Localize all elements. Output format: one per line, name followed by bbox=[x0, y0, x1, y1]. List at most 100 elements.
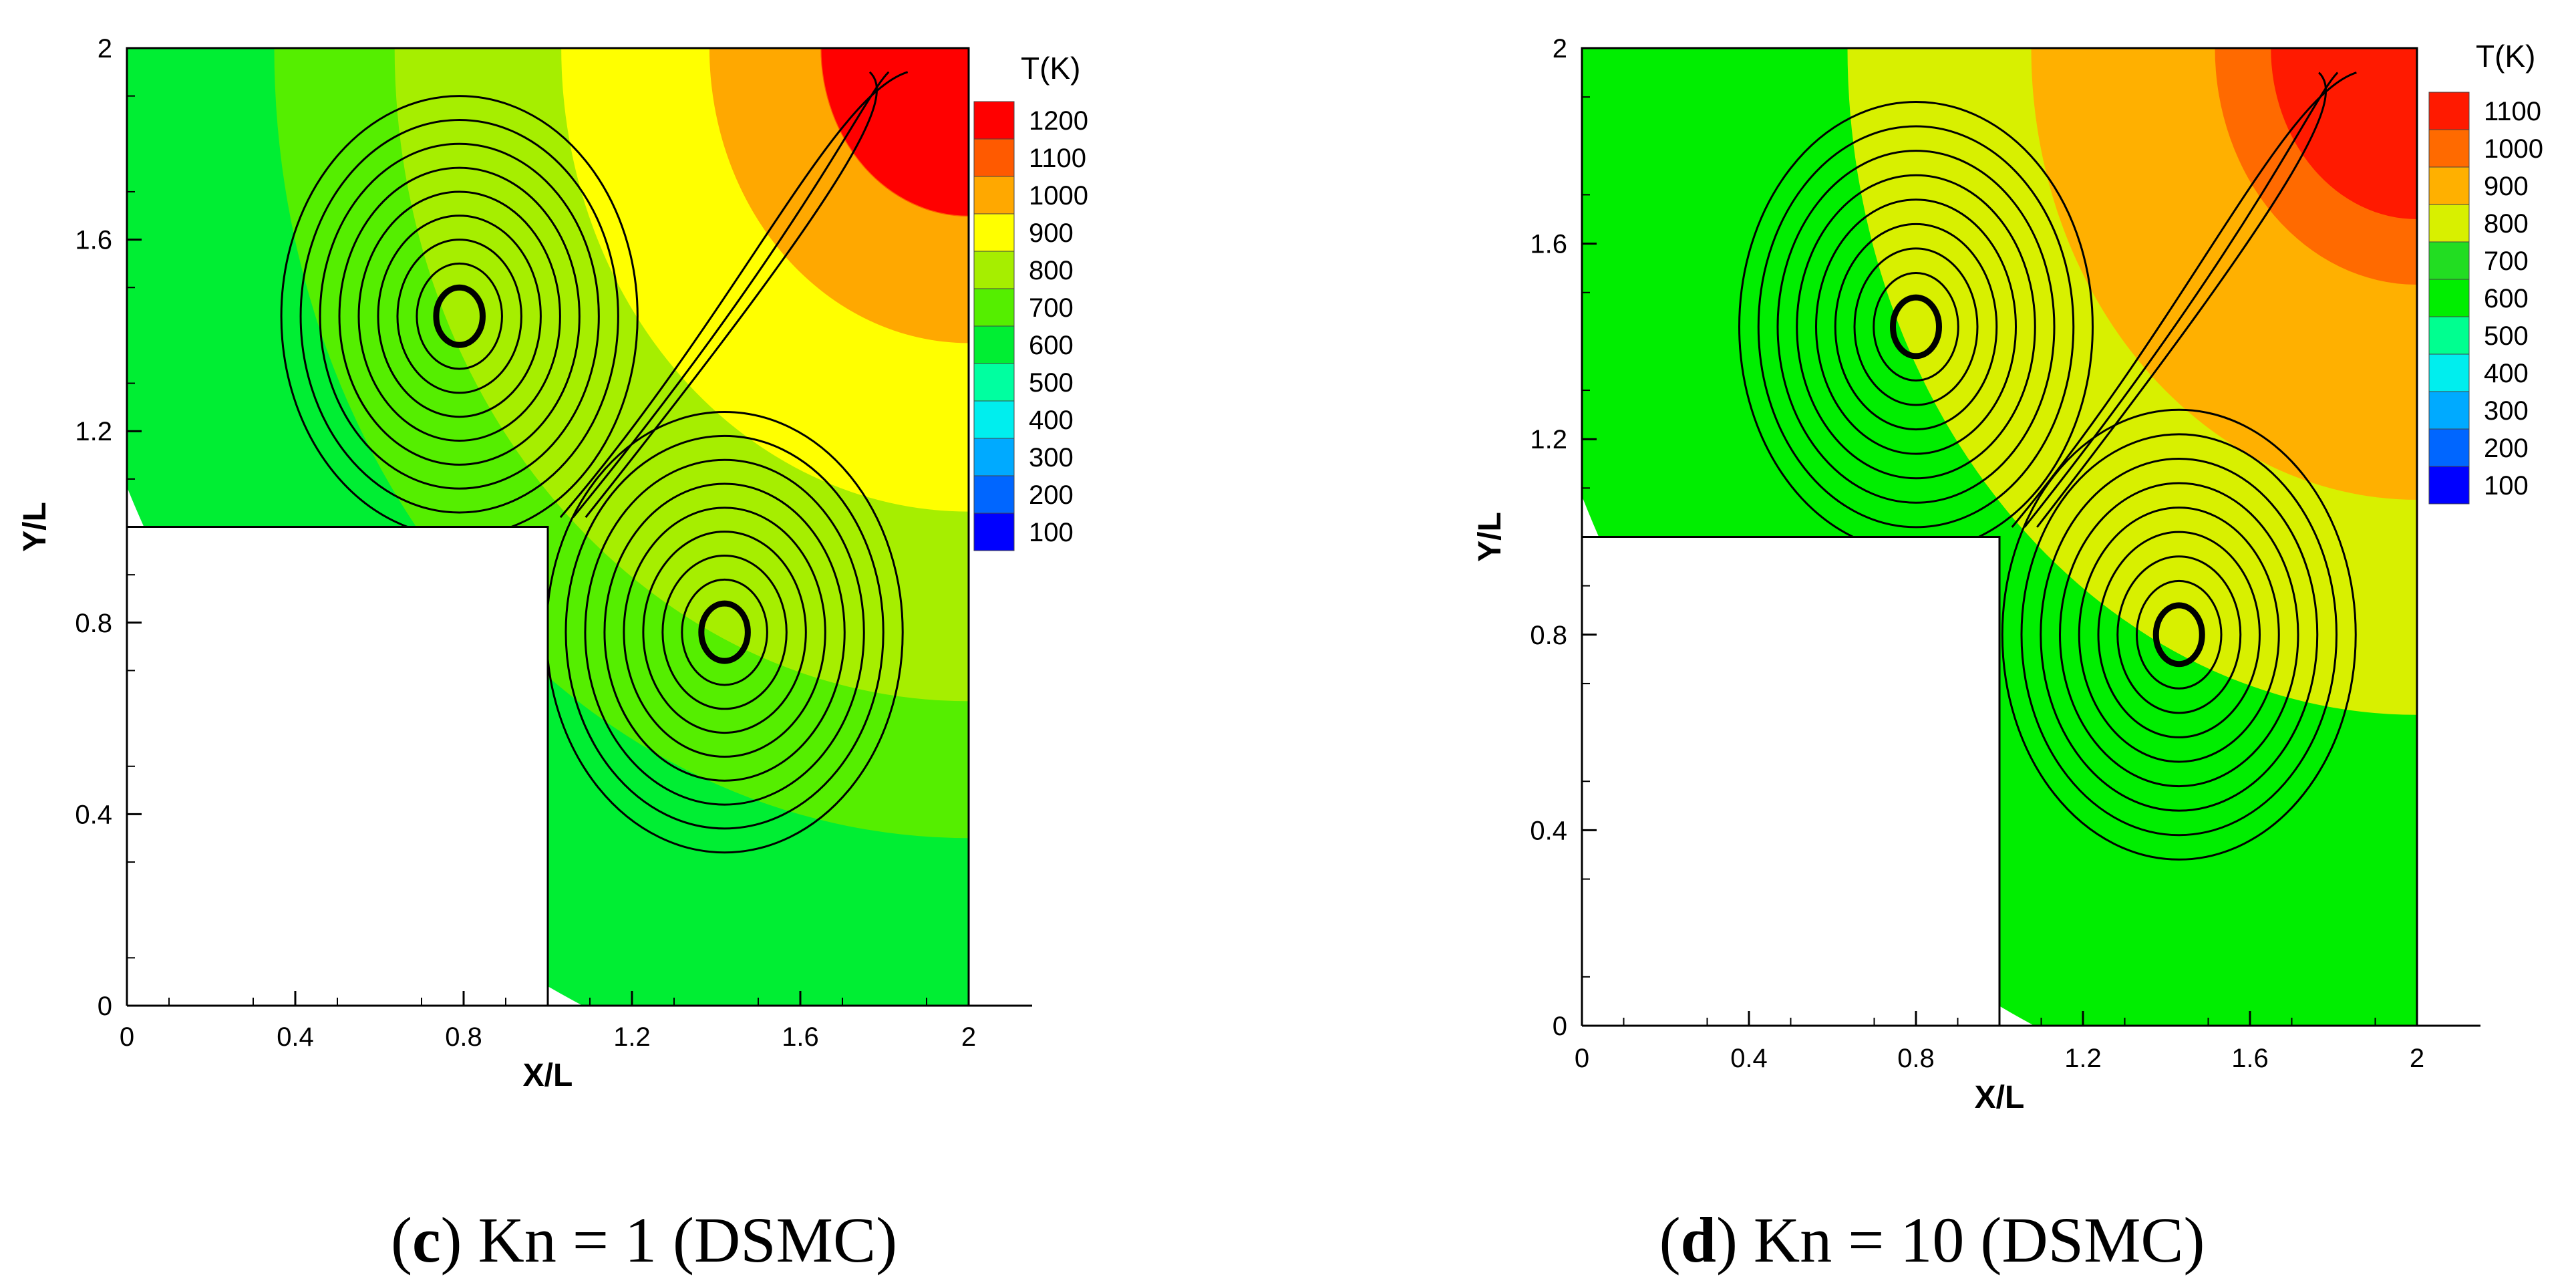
streamline-vortex2-loop4 bbox=[2097, 531, 2261, 738]
streamline-vortex2-loop5 bbox=[623, 507, 826, 758]
temperature-band-950 bbox=[561, 48, 969, 512]
legend-label: 600 bbox=[1029, 331, 1074, 360]
streamline-vortex1-loop4 bbox=[1834, 223, 1998, 431]
legend-swatch-100 bbox=[973, 513, 1015, 551]
y-tick-label: 1.2 bbox=[1530, 425, 1567, 454]
streamline-vortex2-loop6 bbox=[603, 482, 846, 782]
contour-plot-c: 0 0.4 0.8 1.2 1.6 2 0 0.4 0.8 1.2 1.6 2 X/L Y/L T(K) 12… bbox=[17, 34, 1088, 1093]
streamline-vortex2-loop2 bbox=[2136, 579, 2223, 690]
y-axis-label: Y/L bbox=[1472, 512, 1508, 562]
legend-label: 700 bbox=[2484, 247, 2529, 276]
streamlines bbox=[1738, 72, 2357, 861]
temperature-band-hot-corner bbox=[2271, 48, 2417, 220]
legend-label: 1100 bbox=[1029, 144, 1086, 173]
legend-swatch-1200 bbox=[973, 101, 1015, 140]
x-tick-label: 1.2 bbox=[2064, 1044, 2102, 1073]
contour-plot-d: 0 0.4 0.8 1.2 1.6 2 0 0.4 0.8 1.2 1.6 2 X/L Y/L T(K) 11… bbox=[1472, 34, 2543, 1115]
x-axis-label: X/L bbox=[1975, 1080, 2025, 1115]
streamline-vortex1-loop1 bbox=[433, 284, 486, 348]
streamline-vortex2-loop5 bbox=[2078, 507, 2280, 763]
streamline-vortex2-loop1 bbox=[2152, 602, 2205, 668]
streamline-vortex2-loop3 bbox=[2116, 555, 2242, 714]
x-tick-label: 0.4 bbox=[1730, 1044, 1768, 1073]
legend-swatch-700 bbox=[2428, 241, 2470, 280]
streamline-vortex2-loop7 bbox=[2040, 457, 2319, 812]
legend-label: 900 bbox=[2484, 172, 2529, 201]
legend-label: 1200 bbox=[1029, 106, 1088, 136]
legend-label: 400 bbox=[2484, 359, 2529, 388]
legend-label: 400 bbox=[1029, 406, 1074, 435]
x-axis-label: X/L bbox=[523, 1058, 573, 1093]
x-tick-label: 0.8 bbox=[445, 1022, 482, 1052]
y-tick-label: 1.6 bbox=[1530, 230, 1567, 259]
streamline-vortex1-loop7 bbox=[319, 142, 600, 490]
caption-text: Kn = 1 (DSMC) bbox=[478, 1204, 898, 1276]
streamline-vortex1-loop1 bbox=[1890, 294, 1942, 360]
streamline-vortex2-loop8 bbox=[565, 434, 884, 830]
y-tick-label: 1.2 bbox=[75, 417, 112, 446]
streamline-corner-3 bbox=[585, 71, 878, 519]
legend-swatch-300 bbox=[2428, 391, 2470, 430]
x-tick-label: 0 bbox=[1575, 1044, 1589, 1073]
legend-label: 500 bbox=[2484, 321, 2529, 351]
streamline-vortex1-loop3 bbox=[396, 239, 522, 394]
temperature-band-850 bbox=[1847, 48, 2417, 715]
legend-label: 100 bbox=[2484, 471, 2529, 500]
legend-swatch-800 bbox=[973, 251, 1015, 289]
contour-bands bbox=[1582, 48, 2417, 1026]
legend-swatch-100 bbox=[2428, 466, 2470, 505]
y-tick-label: 0.8 bbox=[1530, 621, 1567, 650]
streamline-corner-3 bbox=[2036, 72, 2327, 528]
legend-swatch-200 bbox=[973, 475, 1015, 514]
streamline-vortex2-loop1 bbox=[698, 600, 751, 664]
y-tick-label: 0 bbox=[98, 992, 112, 1021]
legend-swatch-1100 bbox=[2428, 92, 2470, 130]
legend-label: 200 bbox=[1029, 480, 1074, 510]
caption-c: (c) Kn = 1 (DSMC) bbox=[390, 1204, 898, 1276]
legend-swatch-400 bbox=[973, 400, 1015, 439]
streamline-vortex1-loop6 bbox=[1796, 174, 2036, 480]
legend-label: 800 bbox=[2484, 209, 2529, 239]
streamline-vortex1-loop7 bbox=[1776, 150, 2056, 504]
streamline-vortex1-loop6 bbox=[338, 166, 581, 466]
x-tick-label: 1.2 bbox=[613, 1022, 651, 1052]
streamline-vortex2-loop6 bbox=[2059, 482, 2299, 788]
x-tick-label: 2 bbox=[2410, 1044, 2424, 1073]
legend-label: 1000 bbox=[2484, 134, 2543, 164]
streamline-vortex2-loop7 bbox=[584, 458, 865, 806]
legend-label: 900 bbox=[1029, 219, 1074, 248]
streamline-vortex1-loop5 bbox=[357, 190, 561, 442]
y-tick-label: 2 bbox=[1553, 34, 1567, 63]
streamline-vortex1-loop8 bbox=[1757, 125, 2075, 529]
caption-text: Kn = 10 (DSMC) bbox=[1753, 1204, 2205, 1276]
legend-swatch-1000 bbox=[973, 176, 1015, 214]
legend-label: 800 bbox=[1029, 256, 1074, 285]
temperature-band-hot-corner bbox=[821, 48, 969, 216]
legend-title: T(K) bbox=[1021, 51, 1080, 86]
legend-label: 100 bbox=[1029, 518, 1074, 547]
x-tick-label: 2 bbox=[961, 1022, 976, 1052]
x-tick-label: 0.4 bbox=[277, 1022, 314, 1052]
y-tick-label: 0.4 bbox=[1530, 816, 1567, 845]
streamline-vortex2-loop2 bbox=[681, 578, 768, 686]
streamline-corner-2 bbox=[2024, 72, 2339, 528]
temperature-band-1050 bbox=[709, 48, 969, 343]
streamline-vortex1-loop2 bbox=[1873, 271, 1959, 382]
streamline-vortex1-loop8 bbox=[299, 118, 619, 514]
legend-label: 300 bbox=[2484, 396, 2529, 426]
legend-label: 700 bbox=[1029, 293, 1074, 323]
streamline-vortex2-loop9 bbox=[2001, 408, 2357, 861]
legend-label: 200 bbox=[2484, 434, 2529, 463]
legend-swatch-600 bbox=[973, 325, 1015, 364]
streamline-vortex1-loop2 bbox=[416, 262, 503, 370]
x-tick-label: 0 bbox=[120, 1022, 134, 1052]
x-tick-label: 1.6 bbox=[2231, 1044, 2269, 1073]
caption-d: (d) Kn = 10 (DSMC) bbox=[1659, 1204, 2205, 1276]
legend-swatch-900 bbox=[2428, 166, 2470, 205]
contour-bands bbox=[127, 48, 969, 1006]
y-tick-label: 2 bbox=[98, 34, 112, 63]
legend-label: 300 bbox=[1029, 443, 1074, 472]
legend-swatch-1100 bbox=[973, 138, 1015, 177]
y-tick-label: 0.8 bbox=[75, 609, 112, 638]
temperature-band-950 bbox=[2031, 48, 2417, 500]
